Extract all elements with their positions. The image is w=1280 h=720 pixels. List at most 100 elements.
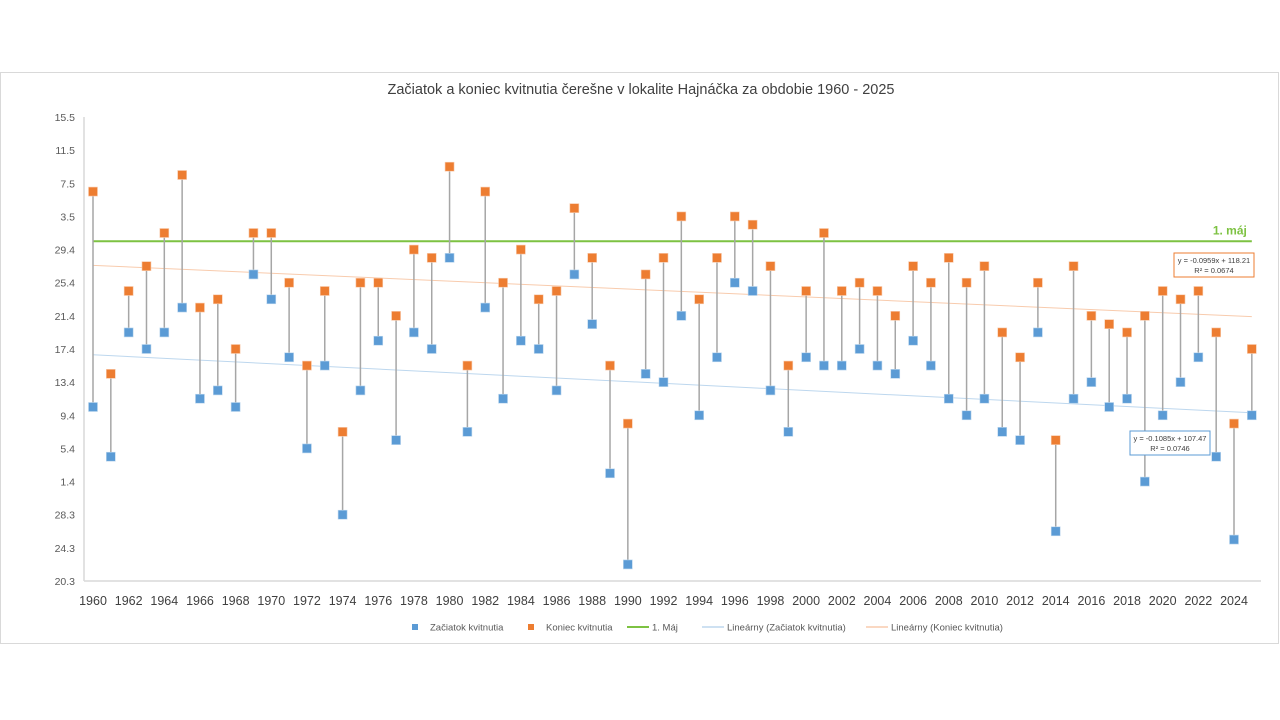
x-tick-label: 1972 [293,594,321,608]
x-tick-label: 1990 [614,594,642,608]
end-point [569,203,580,213]
x-tick-label: 1978 [400,594,428,608]
x-tick-label: 2016 [1077,594,1105,608]
equation-box-end [1173,252,1255,278]
start-point [979,393,990,404]
y-tick-label: 24.3 [55,543,76,555]
end-point [391,311,401,321]
end-point [319,286,330,296]
x-tick-label: 1996 [721,594,749,608]
start-point [516,335,526,346]
x-tick-label: 1960 [79,594,107,608]
end-point [1050,435,1061,445]
end-point [1211,327,1221,338]
end-point [712,253,722,263]
end-point [605,360,615,371]
start-point [1193,352,1204,363]
x-tick-label: 1988 [578,594,606,608]
end-point [926,277,936,288]
y-tick-label: 1.4 [60,477,75,489]
x-tick-label: 1998 [757,594,785,608]
end-point [836,286,847,296]
start-point [462,427,473,437]
start-point [409,327,419,338]
start-point [284,352,294,363]
start-point [337,509,348,520]
legend-label: Koniec kvitnutia [546,623,613,634]
end-point [177,170,187,180]
x-tick-label: 2012 [1006,594,1034,608]
start-point [1175,377,1186,387]
end-point [1086,311,1097,321]
end-point [872,286,883,296]
end-point [1157,286,1168,296]
end-point [747,219,758,230]
start-point [1050,526,1061,537]
chart-svg: Začiatok a koniec kvitnutia čerešne v lo… [55,82,1261,634]
chart-area: Začiatok a koniec kvitnutia čerešne v lo… [0,72,1279,644]
x-tick-label: 1964 [150,594,178,608]
legend-label: Začiatok kvitnutia [430,623,504,634]
x-tick-label: 2022 [1184,594,1212,608]
end-point [1140,311,1150,321]
axes: 20.3 24.3 28.3 1.4 5.4 9.4 13.4 17.4 21.4 25.4 29.… [55,112,1261,608]
x-tick-label: 1982 [471,594,499,608]
start-point [391,435,401,445]
equation-end: y = -0.0959x + 118.21 [1178,256,1250,265]
x-tick-label: 1962 [115,594,143,608]
x-tick-label: 2006 [899,594,927,608]
end-point [1068,261,1079,271]
y-tick-label: 29.4 [55,245,76,257]
end-point [783,360,794,371]
x-tick-label: 1980 [436,594,464,608]
end-point [819,228,829,238]
y-tick-label: 28.3 [55,510,76,522]
start-point [444,253,455,263]
end-point [801,286,811,296]
start-point [890,369,901,379]
start-point [1015,435,1025,445]
end-point [694,294,704,305]
start-point [106,451,116,462]
start-point [177,302,187,313]
end-point [426,253,437,263]
legend-swatch [528,624,534,630]
start-point [623,559,633,570]
start-point [961,410,972,421]
start-point [212,385,223,396]
y-tick-label: 21.4 [55,311,76,323]
x-tick-label: 1966 [186,594,214,608]
end-point [943,253,954,263]
end-point [890,311,901,321]
end-point [961,277,972,288]
x-tick-label: 1974 [329,594,357,608]
x-tick-label: 1970 [257,594,285,608]
end-point [979,261,990,271]
end-point [1175,294,1186,305]
end-point [123,286,134,296]
x-tick-label: 2002 [828,594,856,608]
y-tick-label: 9.4 [60,410,75,422]
end-point [1033,277,1043,288]
start-point [1068,393,1079,404]
start-point [248,269,259,280]
x-tick-label: 2014 [1042,594,1070,608]
end-point [730,211,740,222]
start-point [1104,402,1115,412]
trendline-end [92,264,1252,318]
end-point [159,228,170,238]
start-point [1122,393,1132,404]
data-points [88,161,1257,570]
end-point [551,286,562,296]
start-point [801,352,811,363]
end-point [533,294,544,305]
x-tick-label: 2010 [971,594,999,608]
end-point [1015,352,1025,363]
r2-start: R² = 0.0746 [1150,444,1189,453]
y-tick-label: 5.4 [60,443,75,455]
end-point [854,277,865,288]
start-point [640,369,651,379]
start-point [730,277,740,288]
start-point [747,286,758,296]
legend-label: Lineárny (Koniec kvitnutia) [891,623,1003,634]
